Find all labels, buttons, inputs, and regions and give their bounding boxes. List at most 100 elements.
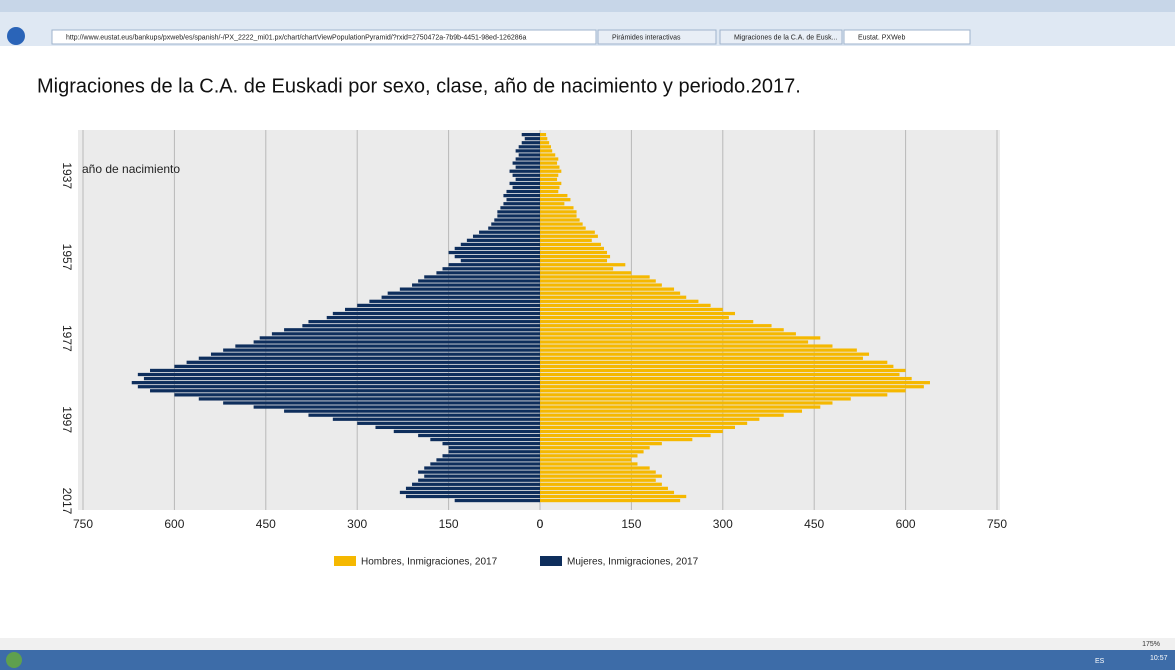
bar	[540, 332, 796, 336]
bar	[540, 466, 650, 470]
bar	[515, 165, 540, 169]
bar	[518, 145, 540, 149]
bar	[540, 376, 912, 381]
bar	[174, 364, 540, 369]
bar	[540, 381, 930, 385]
bar	[540, 425, 735, 429]
bar	[345, 307, 540, 312]
bar	[302, 324, 540, 328]
bar	[460, 259, 540, 263]
bar	[540, 181, 562, 186]
bar	[540, 372, 900, 377]
title-bar	[0, 0, 1175, 12]
bar	[137, 385, 540, 389]
bar	[540, 222, 583, 226]
bar	[387, 291, 540, 295]
bar	[540, 185, 560, 190]
bar	[466, 238, 540, 242]
bar	[448, 446, 540, 450]
bar	[540, 437, 693, 442]
bar	[540, 218, 580, 222]
bar	[186, 360, 540, 364]
back-button[interactable]	[7, 27, 25, 45]
bar	[412, 482, 540, 486]
bar	[540, 275, 650, 279]
status-bar	[0, 638, 1175, 650]
bar	[448, 250, 540, 255]
bar	[540, 267, 614, 271]
language: ES	[1095, 658, 1105, 665]
bar	[442, 454, 540, 458]
bar	[357, 421, 540, 425]
bar	[448, 450, 540, 454]
bar	[308, 320, 540, 324]
bar	[540, 344, 833, 348]
bar	[436, 271, 540, 275]
bar	[235, 344, 541, 348]
bar	[540, 173, 559, 177]
bar	[540, 385, 924, 389]
bar	[198, 356, 541, 360]
bar	[198, 397, 541, 401]
tab-active[interactable]	[843, 29, 971, 45]
bar	[369, 299, 540, 303]
tab-title: Migraciones de la C.A. de Eusk...	[734, 34, 838, 41]
bar	[454, 254, 540, 259]
bar	[540, 226, 586, 230]
bar	[540, 206, 574, 210]
bar	[448, 263, 540, 267]
bar	[540, 405, 821, 409]
bar	[540, 307, 723, 312]
bar	[442, 442, 540, 446]
bar	[540, 250, 608, 255]
bar	[540, 133, 547, 137]
bar	[540, 490, 675, 495]
bar	[540, 364, 894, 369]
bar	[515, 177, 540, 181]
bar	[540, 348, 857, 352]
bar	[399, 287, 540, 291]
address-bar[interactable]	[51, 29, 597, 45]
bar	[540, 397, 851, 401]
x-tick-label: 450	[804, 517, 824, 531]
bar	[540, 238, 592, 242]
x-tick-label: 300	[713, 517, 733, 531]
bar	[424, 466, 540, 470]
bar	[540, 494, 687, 499]
y-tick-label: 1997	[60, 406, 74, 433]
bar	[150, 389, 540, 393]
bar	[540, 352, 870, 356]
bar	[405, 494, 540, 499]
bar	[540, 271, 632, 275]
x-tick-label: 600	[896, 517, 916, 531]
bar	[253, 405, 540, 409]
bar	[540, 279, 656, 283]
bar	[210, 352, 540, 356]
bar	[332, 311, 540, 316]
x-tick-label: 0	[537, 517, 544, 531]
bar	[540, 462, 638, 466]
bar	[259, 336, 540, 340]
bar	[509, 169, 540, 173]
bar	[436, 458, 540, 462]
bar	[332, 417, 540, 421]
bar	[540, 324, 772, 328]
bar	[540, 401, 833, 405]
bar	[515, 157, 540, 161]
bar	[540, 311, 735, 316]
tab[interactable]	[597, 29, 717, 45]
bar	[540, 474, 662, 478]
bar	[150, 368, 540, 373]
bar	[253, 340, 540, 344]
x-tick-label: 600	[164, 517, 184, 531]
bar	[540, 393, 888, 397]
legend-label: Hombres, Inmigraciones, 2017	[361, 557, 498, 568]
tab[interactable]	[719, 29, 843, 45]
bar	[512, 173, 540, 177]
bar	[540, 198, 571, 202]
bar	[540, 486, 668, 490]
start-button[interactable]	[6, 652, 22, 668]
bar	[540, 389, 906, 393]
bar	[521, 133, 540, 137]
bar	[540, 230, 595, 234]
